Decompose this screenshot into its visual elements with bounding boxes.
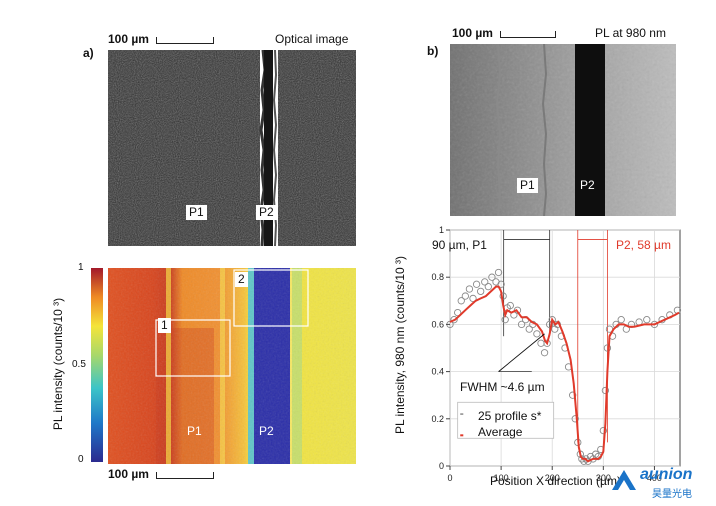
pl-scale-bar bbox=[500, 31, 556, 38]
profile-point bbox=[484, 282, 492, 291]
profile-point bbox=[465, 285, 474, 293]
profile-point bbox=[533, 330, 541, 338]
pl-image-title: PL at 980 nm bbox=[595, 26, 666, 40]
average-line bbox=[449, 285, 680, 463]
profile-point bbox=[540, 349, 549, 357]
optical-tag-p2: P2 bbox=[256, 205, 277, 220]
fwhm-annotation: FWHM ~4.6 µm bbox=[460, 380, 545, 394]
pl-image bbox=[450, 44, 676, 216]
fwhm-arrow bbox=[498, 333, 545, 372]
profile-point bbox=[603, 344, 612, 352]
profile-point bbox=[599, 426, 607, 435]
panel-a-label: a) bbox=[83, 46, 94, 60]
pl-profile-chart: 0 100 200 300 400 0 0.2 0.4 0.6 0.8 1 bbox=[431, 225, 682, 483]
y-tick-label: 0.4 bbox=[431, 367, 444, 377]
profile-point bbox=[469, 294, 477, 303]
profile-point bbox=[472, 280, 481, 288]
x-tick-label: 100 bbox=[494, 473, 509, 483]
x-tick-label: 0 bbox=[447, 473, 452, 483]
scale-bar-label: 100 µm bbox=[108, 32, 149, 46]
colorbar-tick-1: 1 bbox=[78, 262, 84, 273]
profile-point bbox=[457, 297, 465, 305]
scale-bar bbox=[156, 37, 214, 44]
profile-point bbox=[477, 287, 485, 296]
y-tick-label: 0.8 bbox=[431, 272, 444, 282]
profile-point bbox=[454, 308, 462, 317]
annot-p1: 90 µm, P1 bbox=[432, 238, 487, 252]
profile-point bbox=[601, 386, 610, 395]
profile-point bbox=[643, 316, 651, 324]
optical-tag-p1: P1 bbox=[186, 205, 207, 220]
colorbar-tick-0: 0 bbox=[78, 454, 84, 465]
y-tick-label: 0.6 bbox=[431, 319, 444, 329]
y-tick-label: 0 bbox=[439, 461, 444, 471]
colorbar-label: PL intensity (counts/10 ³) bbox=[51, 297, 65, 431]
brand-name: aunion bbox=[640, 466, 693, 483]
pl-tag-p1: P1 bbox=[517, 178, 538, 193]
profile-point bbox=[617, 316, 625, 324]
profile-point bbox=[494, 268, 503, 277]
y-tick-label: 0.2 bbox=[431, 414, 444, 424]
pl-scale-bar-label: 100 µm bbox=[452, 26, 493, 40]
profile-point bbox=[506, 301, 514, 310]
profile-point bbox=[569, 391, 577, 399]
legend-box bbox=[457, 401, 555, 439]
map-scale-bar-label: 100 µm bbox=[108, 467, 149, 481]
x-tick-label: 200 bbox=[545, 473, 560, 483]
chart-ylabel: PL intensity, 980 nm (counts/10 ³) bbox=[393, 255, 407, 435]
legend-entry-profiles: 25 profile s* bbox=[478, 409, 542, 423]
brand-subtext: 昊量光电 bbox=[652, 489, 692, 500]
optical-image bbox=[108, 50, 356, 246]
chart-xlabel: Position X direction (µm) bbox=[490, 474, 621, 488]
profile-point bbox=[497, 280, 505, 288]
y-tick-label: 1 bbox=[439, 225, 444, 235]
profile-point bbox=[592, 450, 600, 458]
profile-point bbox=[450, 316, 458, 324]
brand-logo-icon bbox=[612, 470, 636, 490]
profile-point bbox=[571, 415, 579, 423]
optical-image-title: Optical image bbox=[275, 32, 349, 46]
colorbar bbox=[91, 268, 103, 462]
map-scale-bar bbox=[156, 472, 214, 479]
colorbar-tick-05: 0.5 bbox=[72, 359, 86, 370]
profile-point bbox=[488, 273, 496, 281]
profile-point bbox=[525, 325, 533, 333]
annot-p2: P2, 58 µm bbox=[616, 238, 671, 252]
profile-point bbox=[461, 292, 469, 300]
profile-point bbox=[481, 278, 489, 286]
map-box-label-1: 1 bbox=[158, 318, 171, 333]
x-tick-label: 400 bbox=[647, 473, 662, 483]
map-tag-p1: P1 bbox=[187, 424, 202, 438]
pl-tag-p2: P2 bbox=[580, 178, 595, 192]
x-tick-label: 300 bbox=[596, 473, 611, 483]
map-tag-p2: P2 bbox=[259, 424, 274, 438]
panel-b-label: b) bbox=[427, 44, 439, 58]
pl-map bbox=[108, 268, 356, 464]
map-box-label-2: 2 bbox=[235, 272, 248, 287]
profile-point bbox=[517, 320, 526, 329]
legend-entry-average: Average bbox=[478, 425, 523, 439]
